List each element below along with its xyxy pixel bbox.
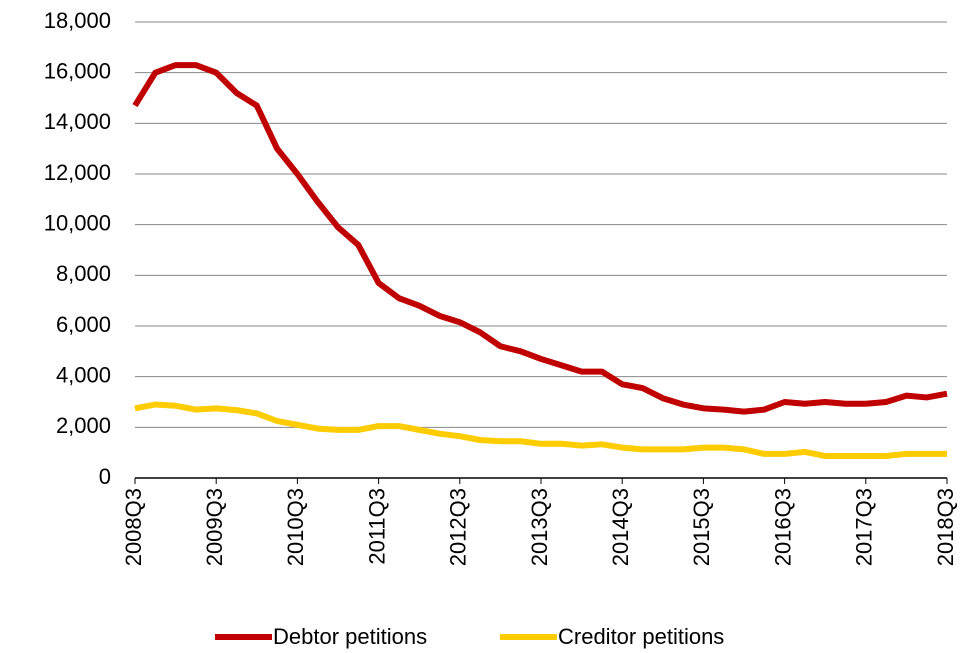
- x-tick-label: 2012Q3: [446, 488, 471, 566]
- legend-label: Debtor petitions: [273, 624, 427, 649]
- y-tick-label: 6,000: [56, 312, 111, 337]
- data-line: [132, 62, 948, 415]
- legend-label: Creditor petitions: [558, 624, 724, 649]
- x-tick-label: 2008Q3: [121, 488, 146, 566]
- y-tick-label: 18,000: [44, 8, 111, 33]
- y-tick-label: 14,000: [44, 109, 111, 134]
- y-tick-label: 2,000: [56, 413, 111, 438]
- x-tick-label: 2010Q3: [283, 488, 308, 566]
- y-tick-label: 12,000: [44, 160, 111, 185]
- x-tick-label: 2013Q3: [527, 488, 552, 566]
- y-tick-label: 8,000: [56, 261, 111, 286]
- x-tick-label: 2018Q3: [933, 488, 958, 566]
- y-tick-label: 10,000: [44, 210, 111, 235]
- x-tick-label: 2009Q3: [202, 488, 227, 566]
- x-tick-label: 2011Q3: [364, 488, 389, 565]
- data-line: [134, 401, 947, 459]
- y-tick-label: 0: [99, 464, 111, 489]
- x-tick-label: 2017Q3: [852, 488, 877, 566]
- y-tick-label: 4,000: [56, 362, 111, 387]
- x-tick-label: 2016Q3: [770, 488, 795, 566]
- y-tick-label: 16,000: [44, 58, 111, 83]
- x-tick-label: 2015Q3: [689, 488, 714, 566]
- x-tick-label: 2014Q3: [608, 488, 633, 566]
